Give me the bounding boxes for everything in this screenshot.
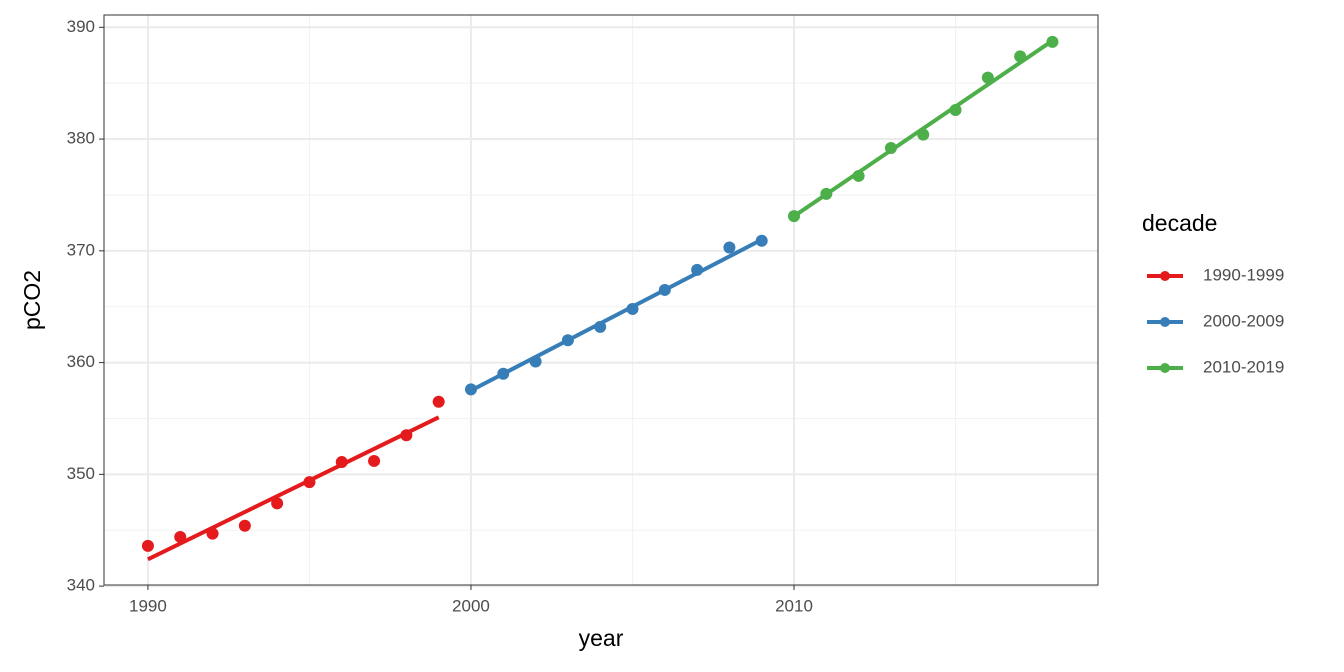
y-tick-label: 380	[67, 129, 95, 148]
point	[917, 128, 930, 141]
point	[141, 539, 154, 552]
panel-border	[103, 14, 1099, 586]
x-tick-label: 1990	[129, 596, 167, 615]
legend-label: 2010-2019	[1203, 357, 1284, 376]
point	[594, 320, 607, 333]
point	[691, 263, 704, 276]
point	[755, 234, 768, 247]
legend-point	[1160, 363, 1170, 373]
point	[529, 355, 542, 368]
y-tick-label: 360	[67, 352, 95, 371]
point	[368, 454, 381, 467]
y-axis-title: pCO2	[19, 270, 45, 330]
legend-point	[1160, 271, 1170, 281]
legend-label: 2000-2009	[1203, 311, 1284, 330]
point	[723, 241, 736, 254]
y-tick-label: 370	[67, 240, 95, 259]
point	[271, 497, 284, 510]
x-tick-label: 2010	[775, 596, 813, 615]
point	[788, 210, 801, 223]
point	[464, 383, 477, 396]
point	[1014, 50, 1027, 63]
point	[1046, 35, 1059, 48]
point	[626, 302, 639, 315]
legend-label: 1990-1999	[1203, 265, 1284, 284]
legend-point	[1160, 317, 1170, 327]
legend-title: decade	[1142, 210, 1217, 236]
point	[432, 395, 445, 408]
point	[949, 104, 962, 116]
x-tick-label: 2000	[452, 596, 490, 615]
y-tick-label: 390	[67, 17, 95, 36]
y-tick-label: 340	[67, 576, 95, 595]
trend-line	[147, 415, 440, 562]
point	[174, 530, 187, 543]
point	[884, 142, 897, 154]
point	[400, 429, 413, 442]
point	[335, 456, 348, 469]
point	[206, 527, 219, 540]
trend-line	[792, 39, 1054, 218]
point	[497, 367, 510, 380]
point	[852, 169, 865, 182]
point	[820, 187, 833, 200]
point	[238, 519, 251, 532]
x-axis-title: year	[579, 625, 624, 651]
point	[658, 283, 671, 296]
point	[303, 476, 316, 489]
point	[561, 334, 574, 347]
trend-line	[470, 237, 763, 393]
y-tick-label: 350	[67, 464, 95, 483]
point	[981, 71, 994, 84]
